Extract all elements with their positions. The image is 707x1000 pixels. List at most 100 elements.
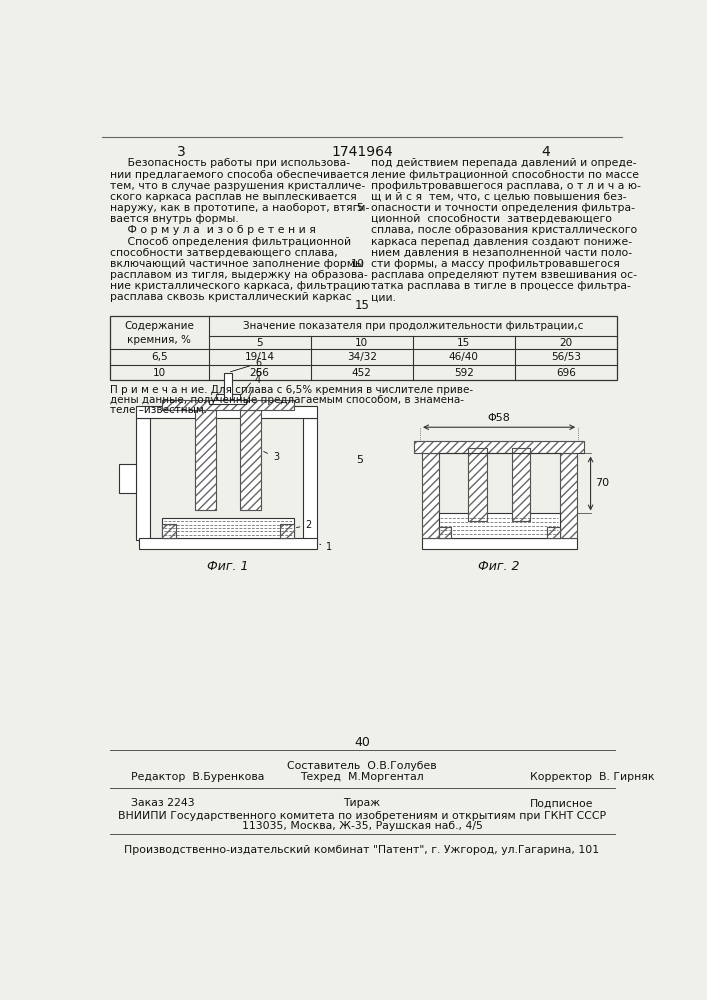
Bar — [110, 316, 617, 380]
Bar — [512, 448, 530, 521]
Text: под действием перепада давлений и опреде-: под действием перепада давлений и опреде… — [371, 158, 637, 168]
Text: Ф о р м у л а  и з о б р е т е н и я: Ф о р м у л а и з о б р е т е н и я — [110, 225, 316, 235]
Text: сплава, после образования кристаллического: сплава, после образования кристаллическо… — [371, 225, 638, 235]
Bar — [216, 394, 240, 400]
Text: 2: 2 — [296, 520, 312, 530]
Text: 1741964: 1741964 — [331, 145, 393, 159]
Text: 1: 1 — [320, 542, 332, 552]
Bar — [162, 524, 176, 538]
Text: 10: 10 — [351, 259, 365, 269]
Text: татка расплава в тигле в процессе фильтра-: татка расплава в тигле в процессе фильтр… — [371, 281, 631, 291]
Text: 592: 592 — [454, 368, 474, 378]
Text: 6: 6 — [230, 358, 261, 372]
Text: 5: 5 — [356, 203, 363, 213]
Text: тем, что в случае разрушения кристалличе-: тем, что в случае разрушения кристалличе… — [110, 181, 366, 191]
Text: каркаса перепад давления создают пониже-: каркаса перепад давления создают пониже- — [371, 237, 632, 247]
Text: способности затвердевающего сплава,: способности затвердевающего сплава, — [110, 248, 338, 258]
Text: 19/14: 19/14 — [245, 352, 274, 362]
Text: 40: 40 — [354, 736, 370, 749]
Text: 4: 4 — [542, 145, 550, 159]
Text: теле –известным.: теле –известным. — [110, 405, 207, 415]
Bar — [194, 410, 216, 510]
Text: Редактор  В.Буренкова: Редактор В.Буренкова — [131, 772, 264, 782]
Text: опасности и точности определения фильтра-: опасности и точности определения фильтра… — [371, 203, 636, 213]
Text: Фиг. 1: Фиг. 1 — [207, 560, 249, 573]
Text: ние кристаллического каркаса, фильтрацию: ние кристаллического каркаса, фильтрацию — [110, 281, 370, 291]
Text: 34/32: 34/32 — [346, 352, 377, 362]
Text: расплава сквозь кристаллический каркас: расплава сквозь кристаллический каркас — [110, 292, 352, 302]
Text: 5: 5 — [241, 368, 262, 395]
Bar — [280, 524, 293, 538]
Bar — [162, 400, 293, 410]
Text: ВНИИПИ Государственного комитета по изобретениям и открытиям при ГКНТ СССР: ВНИИПИ Государственного комитета по изоб… — [118, 811, 606, 821]
Text: сти формы, а массу профильтровавшегося: сти формы, а массу профильтровавшегося — [371, 259, 620, 269]
Text: 4: 4 — [247, 375, 261, 399]
Text: Безопасность работы при использова-: Безопасность работы при использова- — [110, 158, 350, 168]
Text: нии предлагаемого способа обеспечивается: нии предлагаемого способа обеспечивается — [110, 170, 369, 180]
Text: 70: 70 — [595, 478, 609, 488]
Text: 113035, Москва, Ж-35, Раушская наб., 4/5: 113035, Москва, Ж-35, Раушская наб., 4/5 — [242, 821, 482, 831]
Text: Тираж: Тираж — [344, 798, 380, 808]
Text: расплавом из тигля, выдержку на образова-: расплавом из тигля, выдержку на образова… — [110, 270, 368, 280]
Text: 266: 266 — [250, 368, 269, 378]
Text: ции.: ции. — [371, 292, 396, 302]
Text: ление фильтрационной способности по массе: ление фильтрационной способности по масс… — [371, 170, 639, 180]
Bar — [547, 527, 559, 538]
Text: расплава определяют путем взвешивания ос-: расплава определяют путем взвешивания ос… — [371, 270, 637, 280]
Bar — [421, 453, 438, 538]
Text: 10: 10 — [153, 368, 166, 378]
Text: Фиг. 2: Фиг. 2 — [479, 560, 520, 573]
Bar — [240, 410, 261, 510]
Text: 696: 696 — [556, 368, 575, 378]
Bar — [162, 400, 293, 410]
Bar — [240, 410, 261, 510]
Bar — [438, 527, 451, 538]
Bar — [209, 400, 247, 404]
Text: Техред  М.Моргентал: Техред М.Моргентал — [300, 772, 423, 782]
Bar — [421, 453, 438, 538]
Text: профильтровавшегося расплава, о т л и ч а ю-: профильтровавшегося расплава, о т л и ч … — [371, 181, 641, 191]
Bar — [136, 418, 151, 540]
Text: Содержание
кремния, %: Содержание кремния, % — [124, 321, 194, 345]
Bar — [414, 441, 585, 453]
Text: Значение показателя при продолжительности фильтрации,с: Значение показателя при продолжительност… — [243, 321, 583, 331]
Bar — [224, 373, 232, 400]
Text: ционной  способности  затвердевающего: ционной способности затвердевающего — [371, 214, 612, 224]
Bar — [559, 453, 577, 538]
Bar — [136, 406, 317, 418]
Text: вается внутрь формы.: вается внутрь формы. — [110, 214, 239, 224]
Bar — [468, 448, 486, 521]
Bar — [468, 448, 486, 521]
Bar — [162, 524, 176, 538]
Bar — [119, 464, 136, 493]
Text: ского каркаса расплав не выплескивается: ского каркаса расплав не выплескивается — [110, 192, 357, 202]
Bar — [559, 453, 577, 538]
Text: 15: 15 — [354, 299, 369, 312]
Text: 5: 5 — [256, 338, 263, 348]
Text: Корректор  В. Гирняк: Корректор В. Гирняк — [530, 772, 655, 782]
Text: 56/53: 56/53 — [551, 352, 581, 362]
Text: 3: 3 — [264, 452, 279, 462]
Bar — [414, 441, 585, 453]
Text: П р и м е ч а н ие. Для сплава с 6,5% кремния в числителе приве-: П р и м е ч а н ие. Для сплава с 6,5% кр… — [110, 385, 473, 395]
Text: 20: 20 — [559, 338, 573, 348]
Text: Производственно-издательский комбинат "Патент", г. Ужгород, ул.Гагарина, 101: Производственно-издательский комбинат "П… — [124, 845, 600, 855]
Text: Заказ 2243: Заказ 2243 — [131, 798, 194, 808]
Bar — [438, 513, 559, 538]
Bar — [139, 538, 317, 549]
Text: включающий частичное заполнение формы: включающий частичное заполнение формы — [110, 259, 363, 269]
Text: 15: 15 — [457, 338, 470, 348]
Text: щ и й с я  тем, что, с целью повышения без-: щ и й с я тем, что, с целью повышения бе… — [371, 192, 627, 202]
Text: Φ58: Φ58 — [488, 413, 510, 423]
Text: Способ определения фильтрационной: Способ определения фильтрационной — [110, 237, 351, 247]
Text: 452: 452 — [351, 368, 372, 378]
Bar — [162, 518, 293, 538]
Bar — [303, 418, 317, 540]
Text: Подписное: Подписное — [530, 798, 594, 808]
Text: 5: 5 — [356, 455, 363, 465]
Bar — [280, 524, 293, 538]
Text: дены данные, полученные предлагаемым способом, в знамена-: дены данные, полученные предлагаемым спо… — [110, 395, 464, 405]
Bar — [438, 527, 451, 538]
Text: 3: 3 — [177, 145, 186, 159]
Bar — [421, 538, 577, 549]
